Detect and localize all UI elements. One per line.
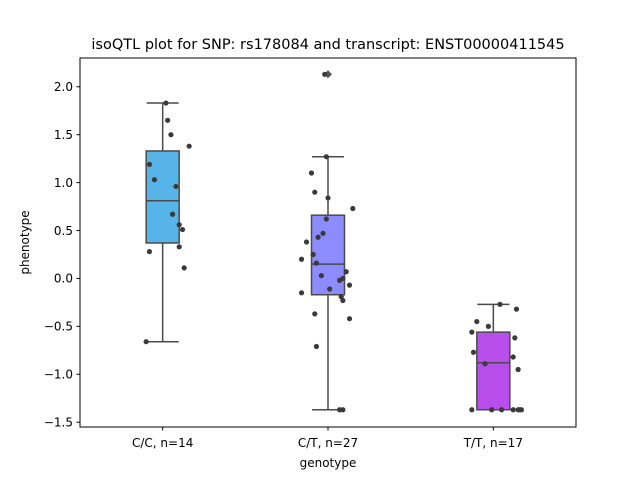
data-point <box>312 311 318 317</box>
data-point <box>313 260 320 266</box>
data-point <box>336 277 343 283</box>
data-point <box>515 366 521 373</box>
data-point <box>303 239 310 245</box>
data-point <box>482 361 488 367</box>
data-point <box>313 343 320 350</box>
y-axis-label: phenotype <box>18 210 32 274</box>
data-point <box>312 189 318 195</box>
y-tick-label: 1.5 <box>54 128 73 142</box>
data-point <box>346 282 353 288</box>
data-point <box>340 407 346 413</box>
data-point <box>298 290 305 296</box>
data-point <box>320 230 326 236</box>
data-point <box>497 301 503 307</box>
data-point <box>169 211 176 217</box>
data-point <box>176 244 182 250</box>
data-point <box>298 256 305 262</box>
y-tick-label: 2.0 <box>54 80 73 94</box>
box-iqr <box>145 150 180 244</box>
box-group <box>310 70 346 411</box>
data-point <box>469 407 475 413</box>
data-point <box>315 234 321 240</box>
box-iqr <box>476 331 511 411</box>
data-point <box>469 329 475 335</box>
data-point <box>173 183 179 190</box>
data-point <box>518 407 525 413</box>
data-point <box>474 318 480 325</box>
data-point <box>176 222 182 228</box>
axes-layer: −1.5 −1.0 −0.5 0.0 0.5 1.0 1.5 2.0 C/C, n=14 C/T,… <box>44 80 523 450</box>
data-point <box>510 354 516 360</box>
data-point <box>350 205 356 212</box>
chart-title: isoQTL plot for SNP: rs178084 and transc… <box>91 37 564 53</box>
data-point <box>343 269 349 275</box>
data-point <box>512 335 518 341</box>
data-point <box>323 216 329 222</box>
data-point <box>310 251 316 258</box>
data-layer <box>143 70 525 413</box>
data-point <box>346 316 353 322</box>
data-point <box>318 272 324 279</box>
data-point <box>513 306 520 312</box>
data-point <box>489 407 495 413</box>
data-point <box>186 143 192 149</box>
data-point <box>146 161 153 167</box>
data-point <box>485 323 491 329</box>
plot-frame <box>79 57 577 428</box>
y-tick-label: 1.0 <box>54 176 73 190</box>
data-point <box>163 100 169 106</box>
data-point <box>340 297 346 304</box>
data-point <box>322 71 328 77</box>
data-point <box>146 249 153 255</box>
data-point <box>179 226 186 233</box>
box-iqr <box>310 214 346 296</box>
y-tick-label: −1.5 <box>44 416 73 430</box>
data-point <box>510 407 516 413</box>
data-point <box>325 195 331 201</box>
y-tick-label: −1.0 <box>44 368 73 382</box>
data-point <box>181 265 187 271</box>
data-point <box>165 117 171 123</box>
data-point <box>323 154 329 160</box>
x-tick-label: C/C, n=14 <box>132 436 193 450</box>
box-group <box>145 102 180 343</box>
y-tick-label: −0.5 <box>44 320 73 334</box>
data-point <box>151 177 157 183</box>
data-point <box>327 286 333 292</box>
data-point <box>143 339 149 345</box>
data-point <box>470 349 477 355</box>
x-axis-label: genotype <box>300 456 357 470</box>
data-point <box>308 170 315 176</box>
x-tick-label: C/T, n=27 <box>298 436 358 450</box>
x-tick-label: T/T, n=17 <box>463 436 523 450</box>
y-tick-label: 0.0 <box>54 272 73 286</box>
data-point <box>168 132 174 138</box>
y-tick-label: 0.5 <box>54 224 73 238</box>
data-point <box>499 407 505 413</box>
